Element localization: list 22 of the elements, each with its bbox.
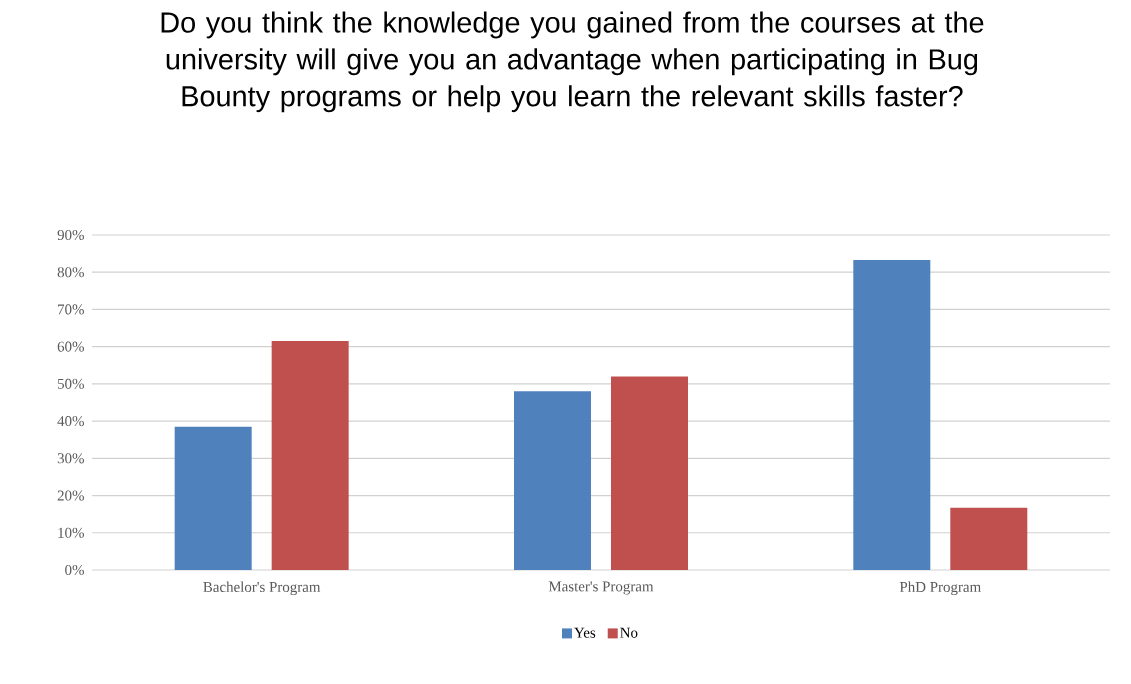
bar xyxy=(610,376,688,570)
y-tick-label: 30% xyxy=(57,453,84,464)
bar xyxy=(513,391,591,570)
y-tick-label: 20% xyxy=(57,490,84,501)
legend-label: No xyxy=(620,627,638,638)
y-tick-label: 70% xyxy=(58,304,84,315)
bar xyxy=(174,426,252,570)
bar xyxy=(853,259,931,570)
y-tick-label: 60% xyxy=(57,341,84,352)
y-tick-label: 50% xyxy=(57,378,84,389)
bar xyxy=(950,507,1028,570)
x-tick-label: Master's Program xyxy=(548,581,654,595)
y-tick-label: 80% xyxy=(57,267,84,278)
legend-label: Yes xyxy=(574,627,596,638)
y-tick-label: 0% xyxy=(65,564,84,576)
bar xyxy=(271,341,349,570)
x-tick-label: Bachelor's Program xyxy=(203,581,321,596)
x-tick-label: PhD Program xyxy=(899,581,981,596)
y-tick-label: 10% xyxy=(58,527,84,538)
y-tick-label: 90% xyxy=(57,229,84,241)
chart-title: Do you think the knowledge you gained from the courses at the university will give you an advantage when participating in Bug Bounty programs or help you learn the relevant skills faster? xyxy=(161,11,984,113)
y-tick-label: 40% xyxy=(57,416,84,427)
